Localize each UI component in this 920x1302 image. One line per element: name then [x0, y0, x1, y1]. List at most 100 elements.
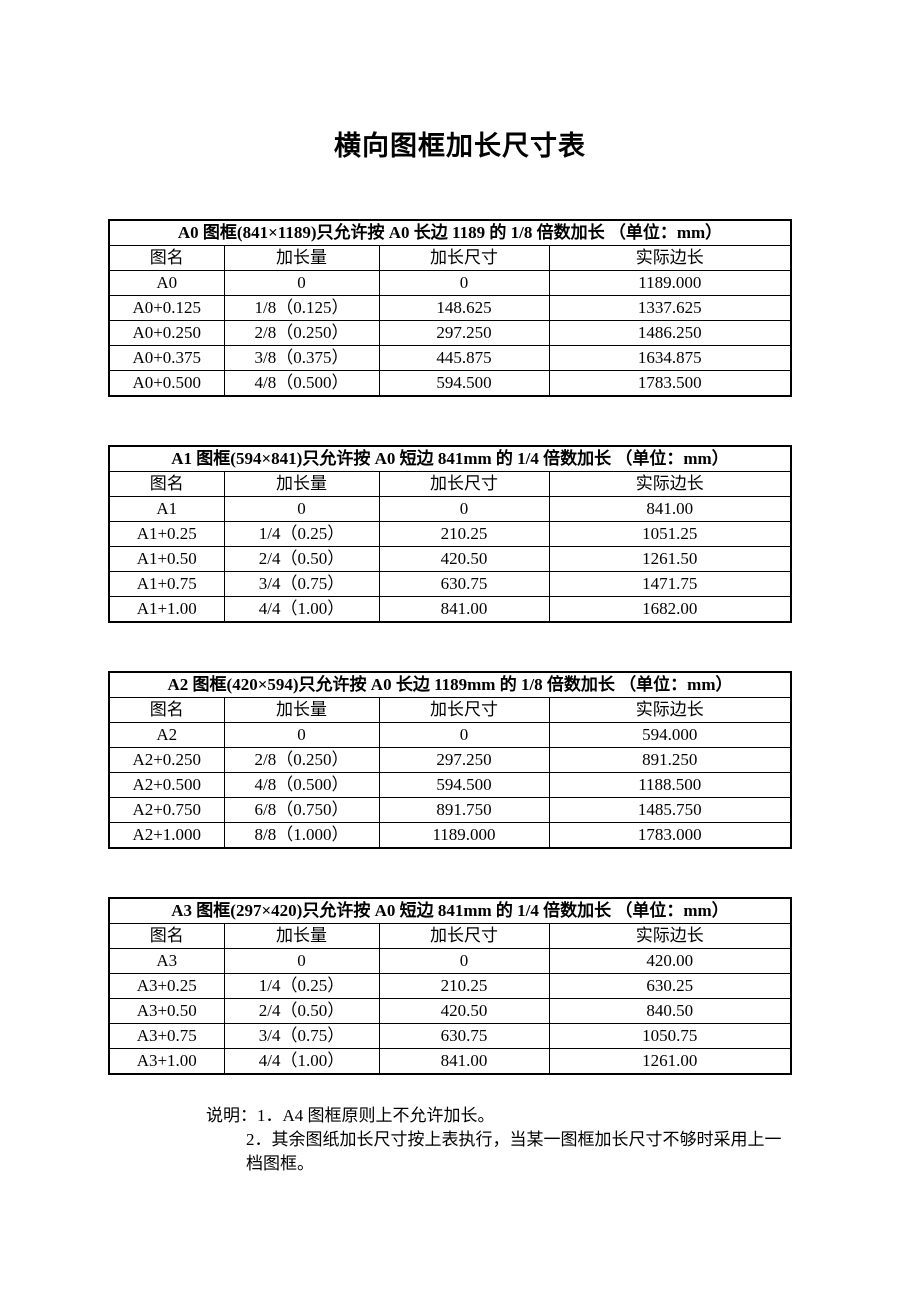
value-cell: 2/4（0.50）: [223, 546, 380, 573]
row-name-cell: A3+1.00: [108, 1048, 225, 1075]
column-header-0: 图名: [108, 471, 225, 498]
value-cell: 1050.75: [548, 1023, 792, 1050]
row-name-cell: A2: [108, 722, 225, 749]
value-cell: 6/8（0.750）: [223, 797, 380, 824]
column-header-1: 加长量: [223, 697, 380, 724]
value-cell: 297.250: [378, 320, 550, 347]
row-name-cell: A0+0.125: [108, 295, 225, 322]
table-row: A2+0.750 6/8（0.750） 891.750 1485.750: [108, 797, 792, 824]
value-cell: 297.250: [378, 747, 550, 774]
value-cell: 2/4（0.50）: [223, 998, 380, 1025]
row-name-cell: A1+0.75: [108, 571, 225, 598]
value-cell: 1471.75: [548, 571, 792, 598]
value-cell: 840.50: [548, 998, 792, 1025]
value-cell: 1261.50: [548, 546, 792, 573]
value-cell: 0: [223, 496, 380, 523]
value-cell: 4/4（1.00）: [223, 1048, 380, 1075]
value-cell: 1/4（0.25）: [223, 973, 380, 1000]
value-cell: 0: [223, 948, 380, 975]
row-name-cell: A0+0.250: [108, 320, 225, 347]
table-row: A1+0.75 3/4（0.75） 630.75 1471.75: [108, 571, 792, 598]
value-cell: 594.000: [548, 722, 792, 749]
row-name-cell: A0+0.500: [108, 370, 225, 397]
table-row: A0+0.250 2/8（0.250） 297.250 1486.250: [108, 320, 792, 347]
value-cell: 148.625: [378, 295, 550, 322]
page-title: 横向图框加长尺寸表: [334, 131, 586, 161]
value-cell: 1261.00: [548, 1048, 792, 1075]
table-row: A0+0.125 1/8（0.125） 148.625 1337.625: [108, 295, 792, 322]
value-cell: 420.00: [548, 948, 792, 975]
size-table-a3: A3 图框(297×420)只允许按 A0 短边 841mm 的 1/4 倍数加…: [108, 897, 792, 1076]
row-name-cell: A2+0.750: [108, 797, 225, 824]
column-header-2: 加长尺寸: [378, 697, 550, 724]
table-row: A1+1.00 4/4（1.00） 841.00 1682.00: [108, 596, 792, 623]
note-line-2: 2．其余图纸加长尺寸按上表执行，当某一图框加长尺寸不够时采用上一档图框。: [246, 1130, 782, 1174]
value-cell: 1189.000: [378, 822, 550, 849]
column-header-1: 加长量: [223, 245, 380, 272]
value-cell: 1/4（0.25）: [223, 521, 380, 548]
value-cell: 630.75: [378, 1023, 550, 1050]
table-row: A3+1.00 4/4（1.00） 841.00 1261.00: [108, 1048, 792, 1075]
value-cell: 3/4（0.75）: [223, 571, 380, 598]
size-table-a0: A0 图框(841×1189)只允许按 A0 长边 1189 的 1/8 倍数加…: [108, 219, 793, 398]
row-name-cell: A3: [108, 948, 225, 975]
table-row: A3+0.50 2/4（0.50） 420.50 840.50: [108, 998, 792, 1025]
row-name-cell: A0+0.375: [108, 345, 225, 372]
value-cell: 4/8（0.500）: [223, 370, 380, 397]
table-row: A2+1.000 8/8（1.000） 1189.000 1783.000: [108, 822, 792, 849]
value-cell: 594.500: [378, 370, 550, 397]
value-cell: 3/4（0.75）: [223, 1023, 380, 1050]
column-header-1: 加长量: [223, 471, 380, 498]
table-row: A2 0 0 594.000: [108, 722, 792, 749]
table-caption-a2: A2 图框(420×594)只允许按 A0 长边 1189mm 的 1/8 倍数…: [108, 671, 792, 699]
column-header-0: 图名: [108, 923, 225, 950]
table-caption-a1: A1 图框(594×841)只允许按 A0 短边 841mm 的 1/4 倍数加…: [108, 445, 792, 473]
table-row: A2+0.500 4/8（0.500） 594.500 1188.500: [108, 772, 792, 799]
value-cell: 1682.00: [548, 596, 792, 623]
table-row: A1 0 0 841.00: [108, 496, 792, 523]
value-cell: 8/8（1.000）: [223, 822, 380, 849]
column-header-3: 实际边长: [548, 245, 792, 272]
table-row: A3+0.25 1/4（0.25） 210.25 630.25: [108, 973, 792, 1000]
value-cell: 0: [378, 722, 550, 749]
value-cell: 0: [378, 496, 550, 523]
value-cell: 420.50: [378, 546, 550, 573]
column-header-2: 加长尺寸: [378, 923, 550, 950]
row-name-cell: A2+0.250: [108, 747, 225, 774]
value-cell: 630.25: [548, 973, 792, 1000]
row-name-cell: A2+1.000: [108, 822, 225, 849]
row-name-cell: A3+0.50: [108, 998, 225, 1025]
value-cell: 841.00: [378, 1048, 550, 1075]
column-header-2: 加长尺寸: [378, 471, 550, 498]
value-cell: 210.25: [378, 521, 550, 548]
notes: 说明：1．A4 图框原则上不允许加长。 2．其余图纸加长尺寸按上表执行，当某一图…: [206, 1104, 790, 1176]
table-row: A0 0 0 1189.000: [108, 270, 792, 297]
value-cell: 841.00: [548, 496, 792, 523]
column-header-0: 图名: [108, 245, 225, 272]
column-header-3: 实际边长: [548, 923, 792, 950]
table-row: A3+0.75 3/4（0.75） 630.75 1050.75: [108, 1023, 792, 1050]
value-cell: 891.750: [378, 797, 550, 824]
value-cell: 1485.750: [548, 797, 792, 824]
value-cell: 841.00: [378, 596, 550, 623]
value-cell: 4/4（1.00）: [223, 596, 380, 623]
value-cell: 1783.000: [548, 822, 792, 849]
table-row: A1+0.25 1/4（0.25） 210.25 1051.25: [108, 521, 792, 548]
value-cell: 1486.250: [548, 320, 792, 347]
column-header-1: 加长量: [223, 923, 380, 950]
row-name-cell: A1+0.50: [108, 546, 225, 573]
value-cell: 4/8（0.500）: [223, 772, 380, 799]
value-cell: 2/8（0.250）: [223, 320, 380, 347]
row-name-cell: A3+0.25: [108, 973, 225, 1000]
row-name-cell: A0: [108, 270, 225, 297]
table-row: A2+0.250 2/8（0.250） 297.250 891.250: [108, 747, 792, 774]
value-cell: 3/8（0.375）: [223, 345, 380, 372]
value-cell: 1783.500: [548, 370, 792, 397]
value-cell: 1189.000: [548, 270, 792, 297]
table-row: A3 0 0 420.00: [108, 948, 792, 975]
size-table-a2: A2 图框(420×594)只允许按 A0 长边 1189mm 的 1/8 倍数…: [108, 671, 792, 850]
value-cell: 1337.625: [548, 295, 792, 322]
table-row: A0+0.375 3/8（0.375） 445.875 1634.875: [108, 345, 792, 372]
value-cell: 594.500: [378, 772, 550, 799]
value-cell: 2/8（0.250）: [223, 747, 380, 774]
